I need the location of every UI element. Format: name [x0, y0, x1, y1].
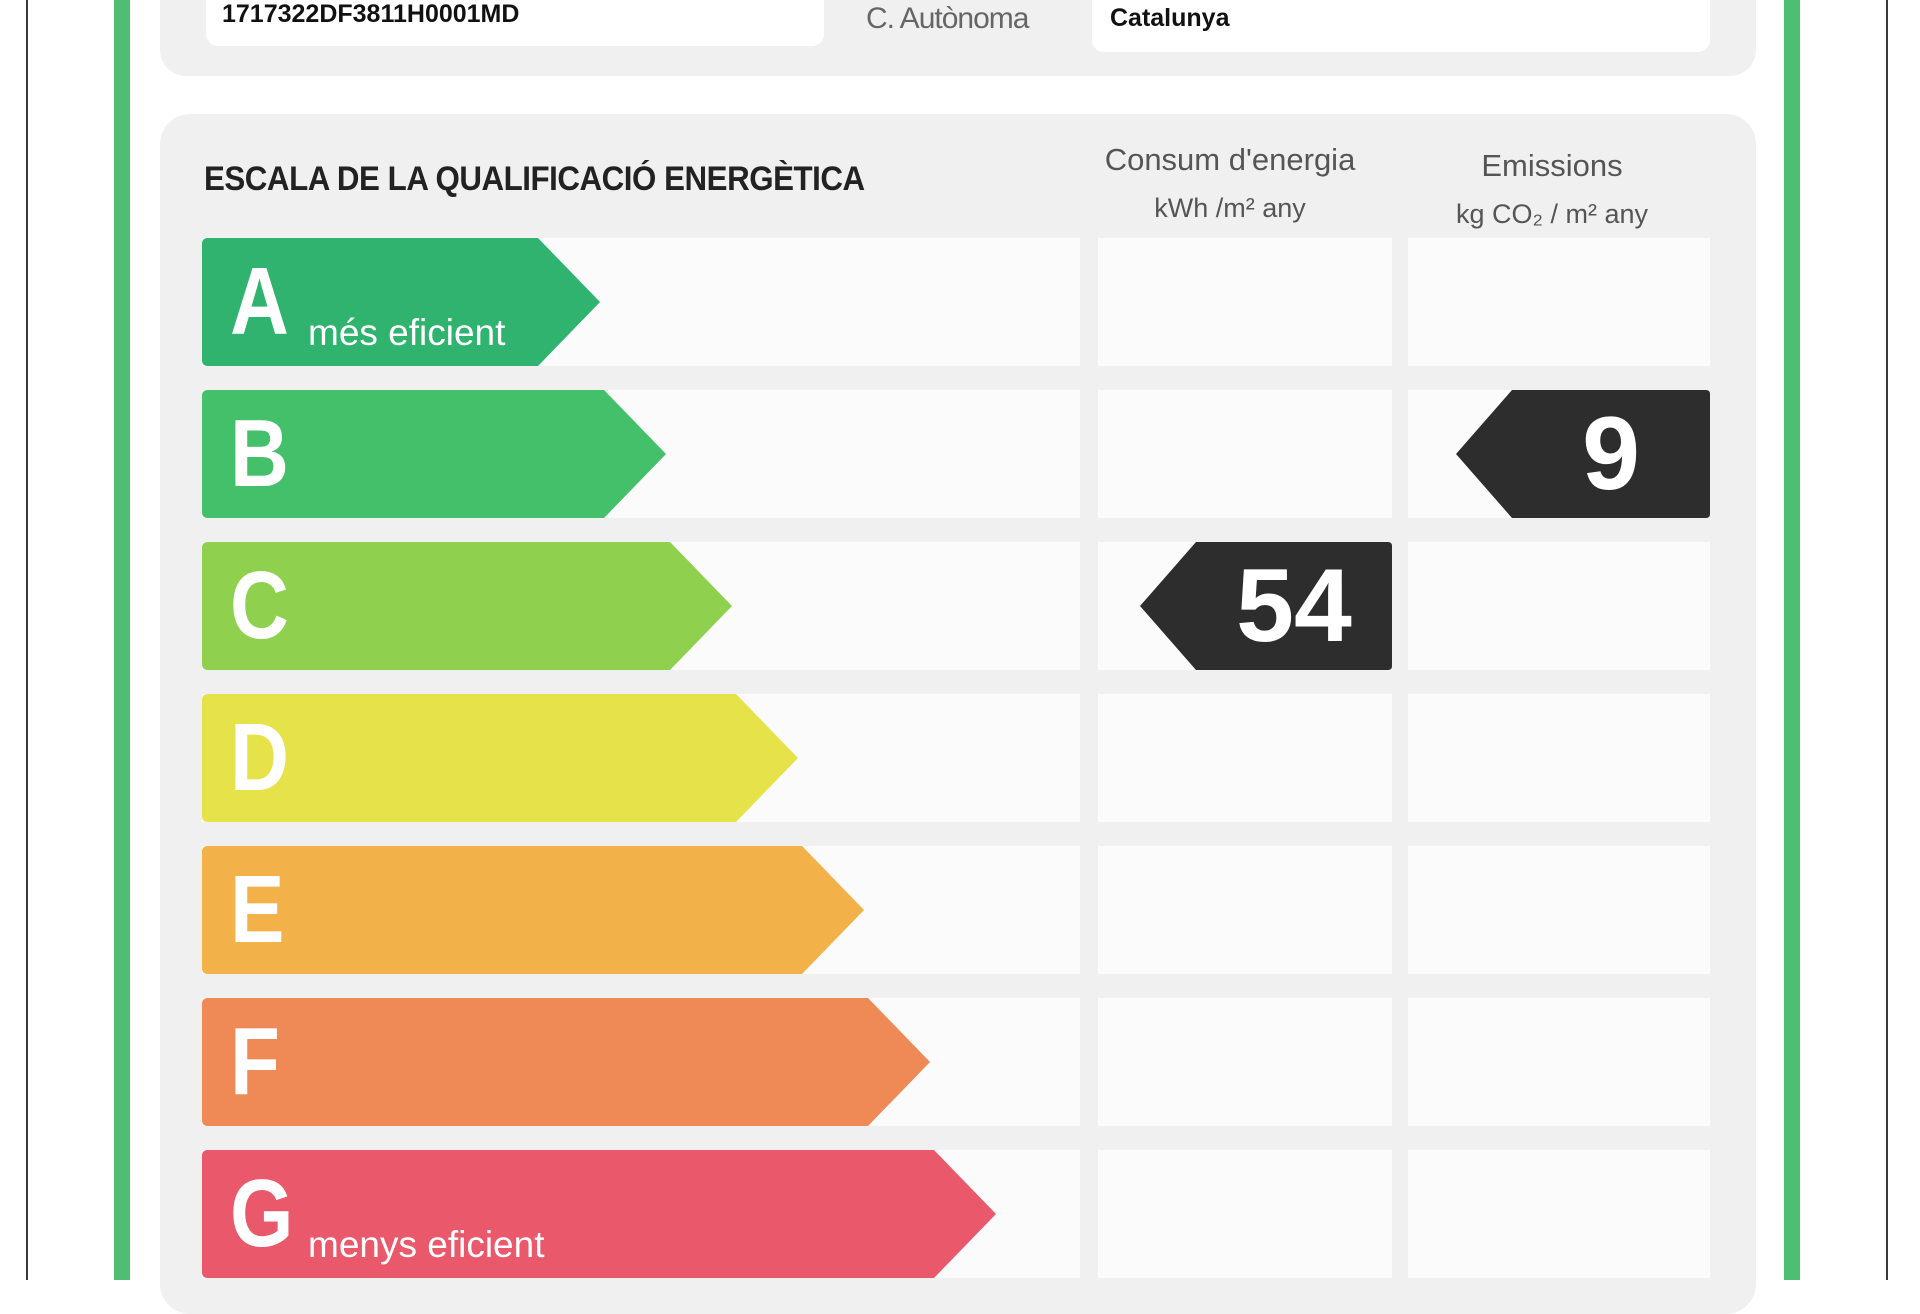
emissions-rating-indicator-value: 9: [1582, 396, 1640, 512]
class-arrow-shape: [202, 542, 732, 670]
emissions-column-header: Emissions kg CO₂ / m² any: [1420, 142, 1684, 238]
class-letter: C: [230, 552, 289, 659]
emissions-title: Emissions: [1481, 148, 1623, 183]
consum-rating-indicator: 54: [1140, 542, 1392, 670]
consum-rating-indicator-shape: [1140, 542, 1392, 670]
emissions-cell-d: [1408, 694, 1710, 822]
emissions-cell-f: [1408, 998, 1710, 1126]
emissions-rating-indicator: 9: [1456, 390, 1710, 518]
consum-units: kWh /m² any: [1154, 193, 1306, 223]
class-arrow-b: B: [202, 390, 666, 518]
consum-column-header: Consum d'energia kWh /m² any: [1098, 136, 1362, 232]
region-value: Catalunya: [1110, 4, 1230, 32]
class-note: més eficient: [308, 312, 506, 353]
emissions-cell-e: [1408, 846, 1710, 974]
consum-cell-g: [1098, 1150, 1392, 1278]
class-letter: F: [230, 1008, 280, 1115]
consum-title: Consum d'energia: [1104, 142, 1356, 177]
green-border-left: [114, 0, 130, 1280]
consum-rating-indicator-value: 54: [1236, 548, 1352, 664]
green-border-right: [1784, 0, 1800, 1280]
class-arrow-shape: [202, 998, 930, 1126]
page-edge-right: [1886, 0, 1888, 1280]
cadastral-ref-box: [206, 0, 824, 46]
class-letter: A: [230, 248, 289, 355]
emissions-rating-indicator-shape: [1456, 390, 1710, 518]
class-arrow-shape: [202, 1150, 996, 1278]
class-arrow-shape: [202, 390, 666, 518]
class-arrow-shape: [202, 694, 798, 822]
emissions-cell-g: [1408, 1150, 1710, 1278]
region-value-box: [1092, 0, 1710, 52]
consum-cell-a: [1098, 238, 1392, 366]
emissions-cell-a: [1408, 238, 1710, 366]
class-letter: B: [230, 400, 289, 507]
emissions-cell-c: [1408, 542, 1710, 670]
page-edge-left: [26, 0, 28, 1280]
class-arrow-d: D: [202, 694, 798, 822]
class-arrow-shape: [202, 238, 600, 366]
class-letter: E: [230, 856, 285, 963]
class-note: menys eficient: [308, 1224, 545, 1265]
consum-cell-e: [1098, 846, 1392, 974]
region-label: C. Autònoma: [866, 2, 1029, 35]
class-arrow-e: E: [202, 846, 864, 974]
class-arrow-c: C: [202, 542, 732, 670]
scale-title: ESCALA DE LA QUALIFICACIÓ ENERGÈTICA: [204, 160, 865, 198]
cadastral-ref-value: 1717322DF3811H0001MD: [222, 0, 520, 28]
class-letter: D: [230, 704, 289, 811]
class-letter: G: [230, 1160, 294, 1267]
consum-cell-b: [1098, 390, 1392, 518]
class-arrow-f: F: [202, 998, 930, 1126]
class-arrow-shape: [202, 846, 864, 974]
emissions-units: kg CO₂ / m² any: [1455, 199, 1649, 229]
consum-cell-f: [1098, 998, 1392, 1126]
consum-cell-d: [1098, 694, 1392, 822]
